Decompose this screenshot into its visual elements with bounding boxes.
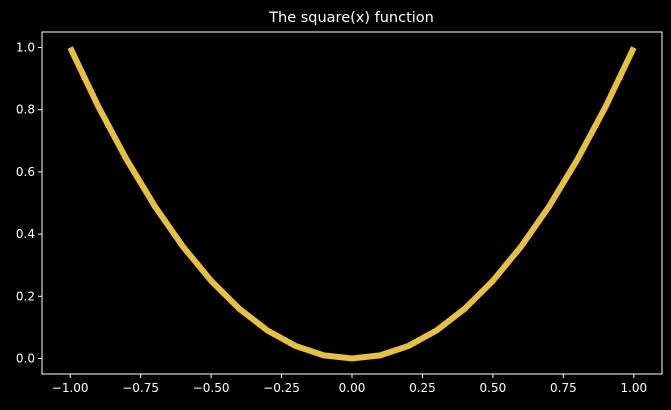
series-layer xyxy=(67,46,637,362)
x-axis: −1.00 −0.75 −0.50 −0.25 0.00 0.25 0.50 0.75 1.00 xyxy=(52,374,647,395)
y-tick-label: 0.0 xyxy=(16,351,35,365)
plot-area-frame xyxy=(41,31,663,375)
y-tick-label: 0.8 xyxy=(16,103,35,117)
y-tick-label: 0.4 xyxy=(16,227,35,241)
x-tick-label: −1.00 xyxy=(52,381,89,395)
x-tick-label: −0.75 xyxy=(122,381,159,395)
x-tick-label: 0.75 xyxy=(550,381,577,395)
x-tick-label: 1.00 xyxy=(620,381,647,395)
y-tick-label: 0.2 xyxy=(16,289,35,303)
chart-title: The square(x) function xyxy=(268,10,434,26)
x-tick-label: 0.50 xyxy=(480,381,507,395)
y-tick-label: 0.6 xyxy=(16,165,35,179)
x-tick-label: 0.25 xyxy=(409,381,436,395)
x-tick-label: −0.50 xyxy=(193,381,230,395)
series-line xyxy=(67,46,637,362)
y-tick-label: 1.0 xyxy=(16,41,35,55)
y-axis: 0.0 0.2 0.4 0.6 0.8 1.0 xyxy=(16,41,42,365)
x-tick-label: 0.00 xyxy=(339,381,366,395)
x-tick-label: −0.25 xyxy=(263,381,300,395)
